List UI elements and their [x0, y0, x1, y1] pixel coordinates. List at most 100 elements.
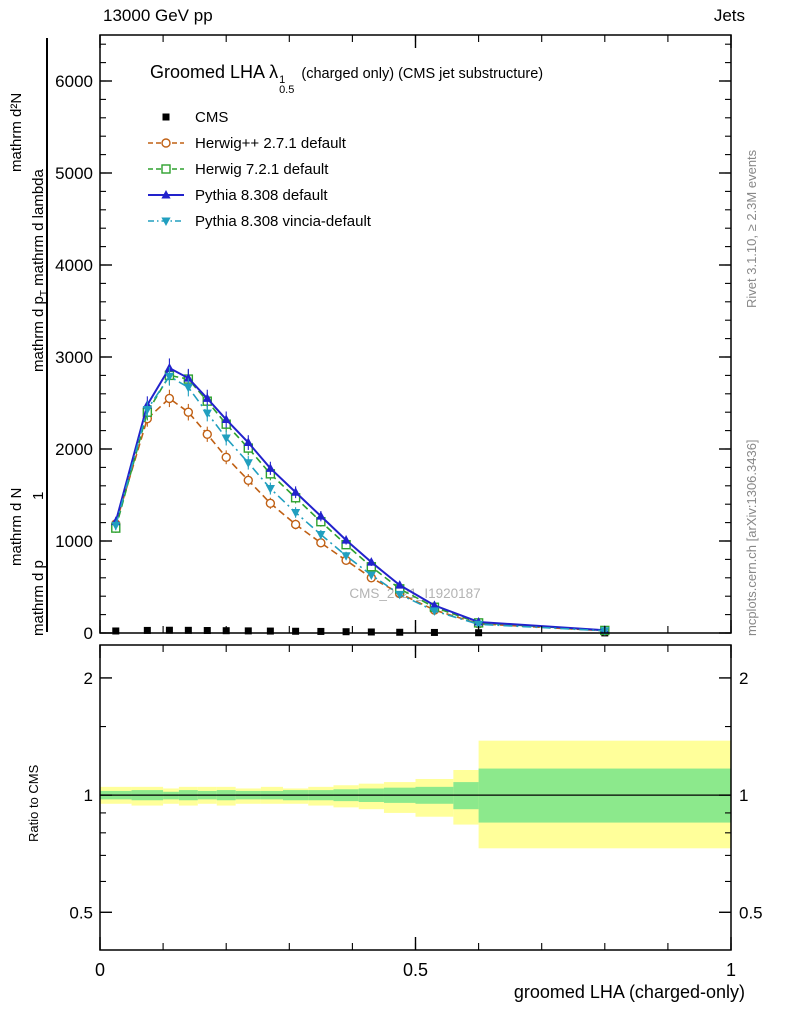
filled-triangle-up-marker [316, 511, 326, 520]
y-tick-label: 3000 [55, 348, 93, 367]
lambda-indices: 1 0.5 [279, 74, 294, 96]
x-tick-label: 0.5 [403, 960, 428, 980]
filled-triangle-down-marker [142, 405, 152, 415]
lambda-symbol: λ [269, 62, 279, 82]
ratio-panel-frame [99, 644, 732, 951]
open-square-marker [161, 164, 171, 174]
ratio-y-tick-label-right: 2 [739, 669, 748, 688]
ratio-y-tick-label-right: 0.5 [739, 903, 763, 922]
series [111, 358, 610, 637]
plot-title-suffix: (charged only) (CMS jet substructure) [301, 66, 544, 82]
y-axis-label-numerator: mathrm d²N [8, 92, 25, 172]
filled-triangle-down-marker [366, 571, 376, 581]
filled-triangle-up-marker [202, 393, 212, 402]
filled-triangle-up-marker [341, 535, 351, 544]
filled-triangle-down-marker [161, 217, 171, 226]
x-tick-label: 0 [95, 960, 105, 980]
filled-triangle-up-marker [395, 580, 405, 589]
ratio-y-tick-label-right: 1 [739, 786, 748, 805]
x-axis-label: groomed LHA (charged-only) [513, 982, 745, 1002]
y-axis-norm-denominator: mathrm d N [8, 487, 25, 566]
filled-square-marker [342, 628, 350, 636]
lambda-superscript: 1 [279, 74, 286, 86]
y-axis-label-denominator-pre: mathrm d p [30, 296, 47, 372]
ratio-y-tick-label-left: 2 [84, 669, 93, 688]
filled-triangle-up-marker [429, 600, 440, 609]
filled-square-marker [112, 627, 120, 635]
legend-label: Pythia 8.308 vincia-default [195, 212, 371, 230]
y-tick-label: 6000 [55, 72, 93, 91]
rivet-version-note: Rivet 3.1.10, ≥ 2.3M events [744, 149, 759, 308]
plot-title: Groomed LHA λ 1 0.5 (charged only) (CMS jet … [150, 62, 544, 96]
x-tick-label: 1 [726, 960, 736, 980]
open-circle-marker [164, 393, 175, 404]
filled-triangle-down-marker [202, 409, 212, 419]
legend: CMS Herwig++ 2.7.1 default Herwig 7.2.1 … [146, 104, 371, 234]
filled-square-marker [143, 626, 151, 634]
legend-label: Pythia 8.308 default [195, 186, 328, 204]
herwig7-marker-icon [148, 164, 184, 174]
y-axis-label-denominator-post: mathrm d lambda [30, 169, 47, 291]
filled-triangle-up-marker [183, 373, 193, 382]
ratio-y-tick-label-left: 0.5 [69, 903, 93, 922]
filled-triangle-down-marker [111, 521, 121, 531]
y-axis-fraction-bar [46, 38, 48, 632]
filled-triangle-up-marker [221, 414, 231, 424]
filled-triangle-down-marker [341, 552, 351, 561]
legend-item-pythia-default: Pythia 8.308 default [146, 182, 371, 208]
cms-marker-icon [162, 113, 170, 121]
ratio-bands [100, 740, 731, 849]
filled-triangle-up-marker [243, 437, 253, 447]
filled-square-marker [184, 626, 192, 634]
y-tick-label: 5000 [55, 164, 93, 183]
legend-label: Herwig++ 2.7.1 default [195, 134, 346, 152]
filled-square-marker [292, 627, 300, 635]
beam-energy-label: 13000 GeV pp [103, 6, 213, 25]
filled-square-marker [162, 113, 170, 121]
y-tick-label: 0 [84, 624, 93, 643]
open-circle-marker [221, 452, 231, 462]
series-line-2 [115, 374, 605, 632]
filled-square-marker [203, 627, 211, 635]
open-circle-marker [265, 498, 276, 508]
filled-triangle-up-marker [161, 190, 171, 199]
filled-triangle-up-marker [291, 487, 301, 496]
y-tick-label: 1000 [55, 532, 93, 551]
y-axis-label-pt-subscript: T [39, 290, 50, 297]
open-circle-marker [202, 429, 212, 439]
filled-triangle-down-marker [395, 590, 405, 600]
filled-square-marker [244, 627, 252, 635]
y-axis-label-extra: mathrm d p [30, 560, 47, 636]
legend-item-herwig7: Herwig 7.2.1 default [146, 156, 371, 182]
pythia-default-marker-icon [148, 190, 184, 199]
filled-triangle-down-marker [291, 508, 301, 518]
mcplots-arxiv-note: mcplots.cern.ch [arXiv:1306.3436] [744, 439, 759, 636]
filled-square-marker [266, 627, 274, 635]
y-axis-norm-numerator: 1 [30, 491, 47, 500]
filled-triangle-down-marker [243, 459, 253, 468]
filled-triangle-up-marker [366, 557, 376, 566]
analysis-group-label: Jets [713, 6, 745, 25]
open-circle-marker [183, 407, 194, 417]
open-circle-marker [290, 519, 301, 530]
series-line-1 [115, 397, 605, 632]
series-line-4 [115, 375, 605, 632]
legend-item-herwigpp: Herwig++ 2.7.1 default [146, 130, 371, 156]
filled-triangle-down-marker [316, 531, 326, 540]
filled-triangle-down-marker [164, 372, 175, 382]
pythia-vincia-marker-icon [148, 217, 184, 226]
legend-label: Herwig 7.2.1 default [195, 160, 329, 178]
filled-square-marker [367, 628, 375, 636]
filled-triangle-down-marker [429, 607, 440, 616]
filled-triangle-down-marker [265, 485, 275, 494]
y-tick-label: 2000 [55, 440, 93, 459]
open-circle-marker [316, 538, 326, 548]
open-circle-marker [161, 138, 171, 148]
plot-title-prefix: Groomed LHA [150, 62, 266, 82]
filled-square-marker [317, 627, 325, 635]
series-line-3 [114, 366, 605, 632]
ratio-y-axis-label: Ratio to CMS [26, 764, 41, 842]
